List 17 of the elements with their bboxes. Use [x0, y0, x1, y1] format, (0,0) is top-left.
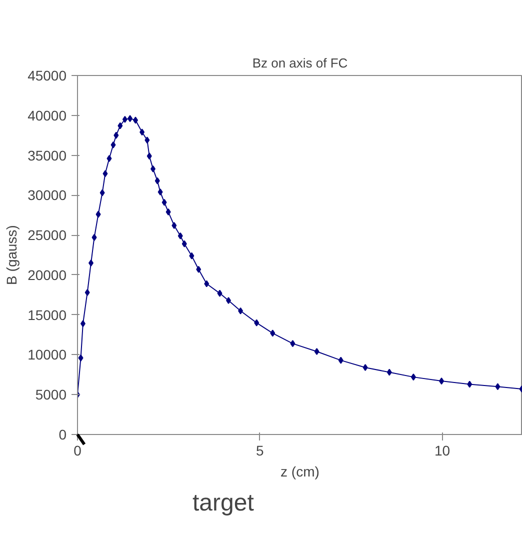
x-tick-label: 10: [434, 442, 450, 458]
y-tick-label: 25000: [28, 227, 67, 244]
y-tick-label: 20000: [28, 266, 67, 283]
y-tick-label: 0: [58, 426, 67, 442]
y-tick-label: 15000: [28, 306, 67, 323]
y-tick-label: 45000: [28, 68, 67, 84]
y-tick-label: 30000: [28, 187, 67, 204]
y-tick-label: 35000: [28, 147, 67, 164]
x-tick-label: 0: [74, 442, 82, 458]
y-tick-label: 40000: [28, 107, 67, 124]
chart-title: Bz on axis of FC: [252, 56, 348, 70]
text: target: [192, 490, 254, 516]
x-axis-title: z (cm): [280, 464, 320, 480]
y-axis-title: B (gauss): [4, 225, 20, 285]
x-tick-label: 5: [256, 442, 264, 458]
y-tick-label: 5000: [35, 386, 67, 403]
y-tick-label: 10000: [28, 346, 67, 363]
